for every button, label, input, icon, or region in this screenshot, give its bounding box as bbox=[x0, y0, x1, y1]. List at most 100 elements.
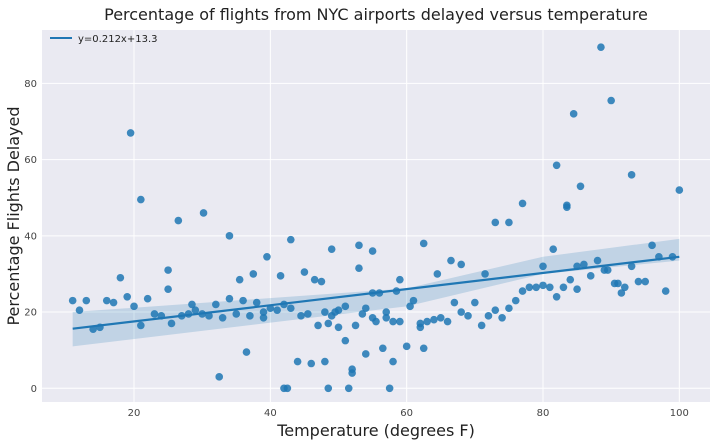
data-point bbox=[546, 283, 554, 292]
data-point bbox=[539, 281, 547, 290]
data-point bbox=[344, 384, 353, 393]
data-point bbox=[334, 323, 343, 332]
data-point bbox=[341, 336, 350, 345]
data-point bbox=[563, 203, 571, 212]
data-point bbox=[188, 300, 196, 309]
regression-line bbox=[72, 255, 680, 330]
data-point bbox=[627, 262, 636, 271]
data-point bbox=[259, 308, 268, 316]
data-point bbox=[597, 43, 605, 51]
data-point bbox=[293, 357, 302, 366]
data-point bbox=[235, 275, 244, 284]
data-point bbox=[334, 306, 343, 314]
data-point bbox=[116, 273, 125, 282]
y-tick-label: 40 bbox=[24, 231, 37, 242]
data-point bbox=[276, 272, 285, 280]
data-point bbox=[382, 313, 391, 322]
data-point bbox=[617, 289, 626, 297]
data-point bbox=[471, 298, 479, 307]
data-point bbox=[559, 283, 568, 292]
data-point bbox=[614, 279, 622, 288]
x-axis-label: Temperature (degrees F) bbox=[276, 421, 475, 440]
data-point bbox=[498, 313, 506, 322]
x-gridlines bbox=[133, 30, 680, 402]
chart-title: Percentage of flights from NYC airports … bbox=[104, 5, 648, 24]
data-point bbox=[174, 216, 183, 225]
data-point bbox=[355, 241, 363, 250]
data-point bbox=[259, 313, 268, 322]
legend: y=0.212x+13.3 bbox=[50, 34, 158, 45]
data-point bbox=[263, 252, 271, 261]
data-point bbox=[406, 302, 414, 311]
data-point bbox=[549, 245, 558, 253]
data-point bbox=[199, 209, 208, 217]
data-point bbox=[511, 296, 520, 305]
data-point bbox=[324, 319, 333, 328]
data-point bbox=[464, 312, 472, 320]
data-point bbox=[505, 304, 513, 313]
data-point bbox=[137, 321, 145, 330]
data-point bbox=[130, 302, 138, 311]
data-point bbox=[314, 321, 322, 330]
data-point bbox=[372, 317, 380, 326]
data-point bbox=[82, 296, 91, 305]
data-point bbox=[368, 247, 377, 255]
data-point bbox=[246, 312, 254, 320]
data-point bbox=[307, 359, 316, 368]
data-point bbox=[409, 296, 418, 305]
data-point bbox=[586, 272, 595, 280]
data-point bbox=[317, 277, 326, 286]
data-point bbox=[389, 357, 397, 366]
data-point bbox=[167, 319, 176, 328]
data-point bbox=[396, 317, 404, 326]
data-point bbox=[576, 182, 585, 191]
data-point bbox=[436, 313, 445, 322]
data-point bbox=[321, 357, 329, 366]
data-point bbox=[310, 275, 319, 284]
data-point bbox=[239, 296, 247, 305]
data-point bbox=[297, 312, 305, 320]
data-point bbox=[593, 256, 602, 265]
data-point bbox=[348, 365, 356, 374]
data-point bbox=[675, 186, 684, 194]
data-point bbox=[396, 275, 404, 284]
data-point bbox=[102, 296, 111, 305]
data-point bbox=[218, 313, 227, 322]
data-point bbox=[351, 321, 360, 330]
data-point bbox=[433, 270, 442, 278]
y-tick-labels: 0 20 40 60 80 bbox=[24, 79, 37, 395]
x-tick-label: 40 bbox=[264, 408, 277, 419]
data-point bbox=[603, 266, 612, 274]
y-tick-label: 0 bbox=[31, 384, 37, 395]
data-point bbox=[242, 348, 251, 356]
legend-label: y=0.212x+13.3 bbox=[78, 34, 158, 45]
data-point bbox=[419, 239, 428, 248]
data-point bbox=[341, 302, 350, 311]
x-tick-labels: 20 40 60 80 100 bbox=[128, 408, 689, 419]
data-point bbox=[457, 260, 466, 269]
data-point bbox=[215, 373, 224, 381]
data-point bbox=[123, 293, 132, 301]
data-point bbox=[249, 270, 258, 278]
data-point bbox=[661, 287, 670, 295]
data-point bbox=[232, 310, 241, 318]
data-point bbox=[569, 110, 578, 118]
data-point bbox=[580, 260, 588, 269]
data-point bbox=[191, 306, 200, 314]
plot-background bbox=[42, 30, 710, 402]
data-point bbox=[573, 285, 581, 293]
data-point bbox=[450, 298, 459, 307]
data-point bbox=[355, 264, 363, 273]
data-point bbox=[620, 283, 629, 292]
data-point bbox=[477, 321, 486, 330]
data-point bbox=[532, 283, 540, 292]
data-point bbox=[321, 308, 329, 316]
y-axis-label: Percentage Flights Delayed bbox=[4, 106, 23, 325]
data-point bbox=[539, 262, 547, 271]
data-point bbox=[457, 308, 466, 316]
data-point bbox=[566, 275, 575, 284]
data-point bbox=[75, 306, 84, 314]
data-point bbox=[518, 287, 527, 295]
data-point bbox=[164, 285, 172, 293]
